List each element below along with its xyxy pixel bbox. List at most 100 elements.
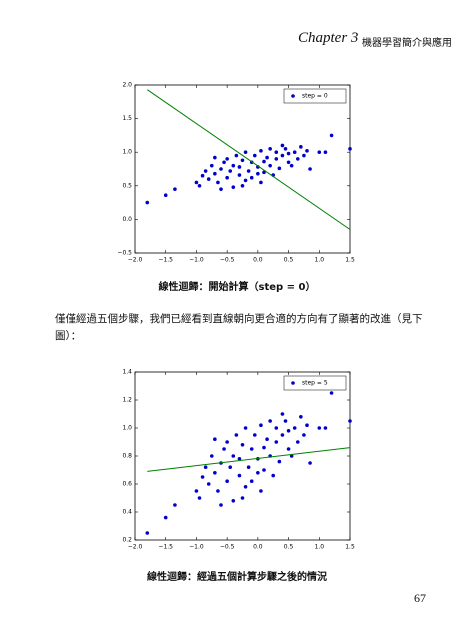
data-point — [249, 175, 254, 180]
data-point — [280, 412, 285, 416]
y-tick-label: 1.4 — [122, 369, 132, 376]
data-point — [246, 169, 251, 173]
data-point — [231, 499, 236, 503]
y-tick-label: 1.0 — [122, 149, 132, 156]
data-point — [231, 185, 236, 189]
data-point — [256, 171, 260, 176]
x-tick-label: −2.0 — [128, 544, 143, 551]
caption: 線性迴歸：開始計算（step = 0） — [158, 282, 316, 293]
data-point — [274, 157, 279, 161]
chapter-title: 機器學習簡介與應用 — [362, 38, 452, 49]
data-point — [219, 167, 223, 171]
data-point — [225, 157, 229, 161]
data-point — [206, 482, 211, 486]
fit-line — [147, 89, 351, 230]
data-point — [206, 177, 211, 181]
y-tick-label: 1.2 — [122, 397, 132, 404]
data-point — [256, 471, 260, 475]
y-tick-label: 0.8 — [122, 453, 132, 460]
x-tick-label: −1.5 — [158, 544, 173, 551]
data-point — [274, 150, 279, 154]
data-point — [243, 178, 248, 183]
x-tick-label: −1.5 — [158, 257, 173, 264]
legend-label: step = 0 — [302, 93, 328, 100]
data-point — [348, 419, 352, 423]
data-point — [299, 145, 303, 149]
data-point — [234, 433, 239, 437]
data-point — [243, 150, 248, 154]
legend-marker — [291, 381, 295, 385]
data-point — [305, 149, 309, 153]
y-tick-label: 0.2 — [122, 537, 132, 544]
data-point — [265, 155, 269, 160]
data-point — [249, 479, 254, 483]
data-point — [173, 187, 177, 191]
data-point — [228, 169, 233, 173]
caption: 線性迴歸：經過五個計算步驟之後的情況 — [147, 572, 327, 583]
data-point — [271, 473, 276, 478]
data-point — [329, 391, 334, 395]
data-point — [308, 167, 312, 171]
chart: −2.0 −1.5 −1.0 −0.5 0.0 0.5 1.0 1.5 0.2 0.4 0.6 0.8… — [122, 369, 354, 551]
data-point — [252, 433, 257, 437]
data-point — [194, 489, 199, 493]
data-point — [194, 180, 199, 185]
data-point — [213, 471, 217, 475]
y-tick-label: 0.5 — [122, 182, 132, 189]
x-tick-label: 1.0 — [315, 544, 325, 551]
data-point — [295, 157, 300, 161]
x-tick-label: −2.0 — [128, 257, 143, 264]
data-point — [262, 468, 266, 472]
data-point — [163, 193, 168, 198]
data-point — [213, 171, 217, 176]
data-point — [259, 180, 263, 185]
y-tick-label: 1.0 — [122, 425, 132, 432]
chart: −2.0 −1.5 −1.0 −0.5 0.0 0.5 1.0 1.5 −0.5 0.0 0.5 1.… — [117, 82, 355, 264]
data-point — [197, 184, 202, 188]
data-point — [280, 143, 285, 148]
data-point — [173, 503, 177, 507]
data-point — [317, 150, 322, 154]
data-point — [237, 173, 242, 177]
data-point — [225, 440, 229, 444]
data-point — [243, 426, 248, 430]
data-point — [289, 163, 294, 168]
x-tick-label: −1.0 — [189, 257, 204, 264]
data-point — [243, 485, 248, 489]
data-point — [302, 433, 306, 437]
data-point — [240, 184, 245, 188]
data-point — [262, 170, 266, 175]
data-point — [252, 153, 257, 158]
x-tick-label: 0.0 — [253, 257, 263, 264]
data-point — [225, 479, 229, 483]
plot-area — [134, 84, 351, 254]
data-point — [302, 153, 306, 158]
data-point — [200, 475, 205, 479]
data-point — [240, 496, 245, 500]
data-point — [222, 160, 226, 165]
data-point — [259, 149, 263, 153]
data-point — [237, 165, 242, 169]
data-point — [259, 489, 263, 493]
data-point — [237, 473, 242, 478]
data-point — [262, 159, 266, 164]
data-point — [268, 419, 272, 423]
plot-area — [134, 371, 351, 541]
chapter-label: Chapter 3 — [298, 30, 359, 46]
data-point — [213, 437, 217, 441]
data-point — [277, 166, 282, 171]
data-point — [277, 459, 282, 464]
data-point — [283, 147, 288, 151]
data-point — [308, 461, 312, 465]
data-point — [286, 151, 291, 156]
data-point — [323, 150, 328, 154]
data-point — [348, 147, 352, 151]
y-tick-label: 0.4 — [122, 509, 132, 516]
data-point — [209, 454, 214, 458]
y-tick-label: 1.5 — [122, 115, 132, 122]
data-point — [262, 445, 266, 450]
data-point — [329, 133, 334, 138]
data-point — [292, 150, 297, 154]
data-point — [268, 163, 272, 168]
data-point — [286, 429, 291, 433]
